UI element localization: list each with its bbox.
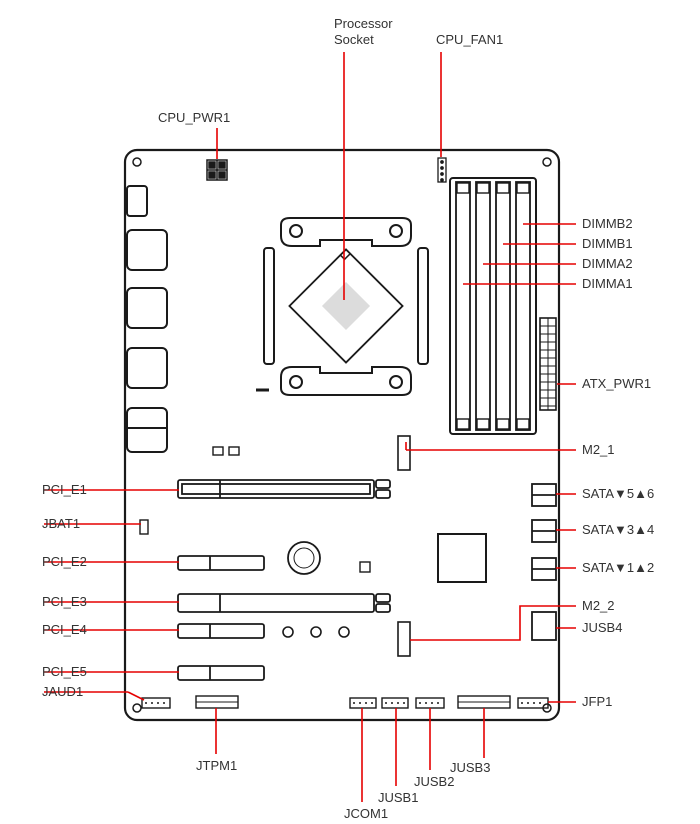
label-dimma2: DIMMA2 bbox=[582, 256, 633, 271]
label-sata56: SATA▼5▲6 bbox=[582, 486, 654, 501]
jbat1-block bbox=[140, 520, 148, 534]
labels: Processor Socket CPU_FAN1 CPU_PWR1 DIMMB… bbox=[42, 16, 654, 821]
processor-socket bbox=[256, 218, 428, 395]
label-jaud1: JAUD1 bbox=[42, 684, 83, 699]
jusb4-block bbox=[532, 612, 556, 640]
atx-power bbox=[540, 318, 556, 410]
label-dimmb1: DIMMB1 bbox=[582, 236, 633, 251]
label-jfp1: JFP1 bbox=[582, 694, 612, 709]
standoff-holes bbox=[283, 627, 349, 637]
label-cpu-pwr1: CPU_PWR1 bbox=[158, 110, 230, 125]
label-pci-e3: PCI_E3 bbox=[42, 594, 87, 609]
label-processor-l2: Socket bbox=[334, 32, 374, 47]
label-jusb1: JUSB1 bbox=[378, 790, 418, 805]
motherboard-diagram: Processor Socket CPU_FAN1 CPU_PWR1 DIMMB… bbox=[42, 16, 654, 821]
label-jusb4: JUSB4 bbox=[582, 620, 622, 635]
label-dimmb2: DIMMB2 bbox=[582, 216, 633, 231]
bottom-headers bbox=[142, 696, 548, 708]
label-jbat1: JBAT1 bbox=[42, 516, 80, 531]
cmos-battery bbox=[288, 542, 320, 574]
label-dimma1: DIMMA1 bbox=[582, 276, 633, 291]
label-m2-1: M2_1 bbox=[582, 442, 615, 457]
label-m2-2: M2_2 bbox=[582, 598, 615, 613]
m2-1-connector bbox=[398, 436, 410, 470]
io-blocks bbox=[127, 186, 167, 452]
label-jtpm1: JTPM1 bbox=[196, 758, 237, 773]
dimm-slots bbox=[450, 178, 536, 434]
label-jusb2: JUSB2 bbox=[414, 774, 454, 789]
label-pci-e5: PCI_E5 bbox=[42, 664, 87, 679]
label-pci-e4: PCI_E4 bbox=[42, 622, 87, 637]
label-jusb3: JUSB3 bbox=[450, 760, 490, 775]
label-jcom1: JCOM1 bbox=[344, 806, 388, 821]
label-atx-pwr1: ATX_PWR1 bbox=[582, 376, 651, 391]
label-sata12: SATA▼1▲2 bbox=[582, 560, 654, 575]
label-sata34: SATA▼3▲4 bbox=[582, 522, 654, 537]
sata-ports bbox=[532, 484, 556, 580]
label-cpu-fan1: CPU_FAN1 bbox=[436, 32, 503, 47]
chipset bbox=[438, 534, 486, 582]
cpu-pwr-connector bbox=[207, 160, 227, 180]
cpu-fan-header bbox=[438, 158, 446, 182]
pci-slots bbox=[178, 480, 390, 680]
m2-2-connector bbox=[398, 622, 410, 656]
label-processor-l1: Processor bbox=[334, 16, 393, 31]
label-pci-e1: PCI_E1 bbox=[42, 482, 87, 497]
label-pci-e2: PCI_E2 bbox=[42, 554, 87, 569]
